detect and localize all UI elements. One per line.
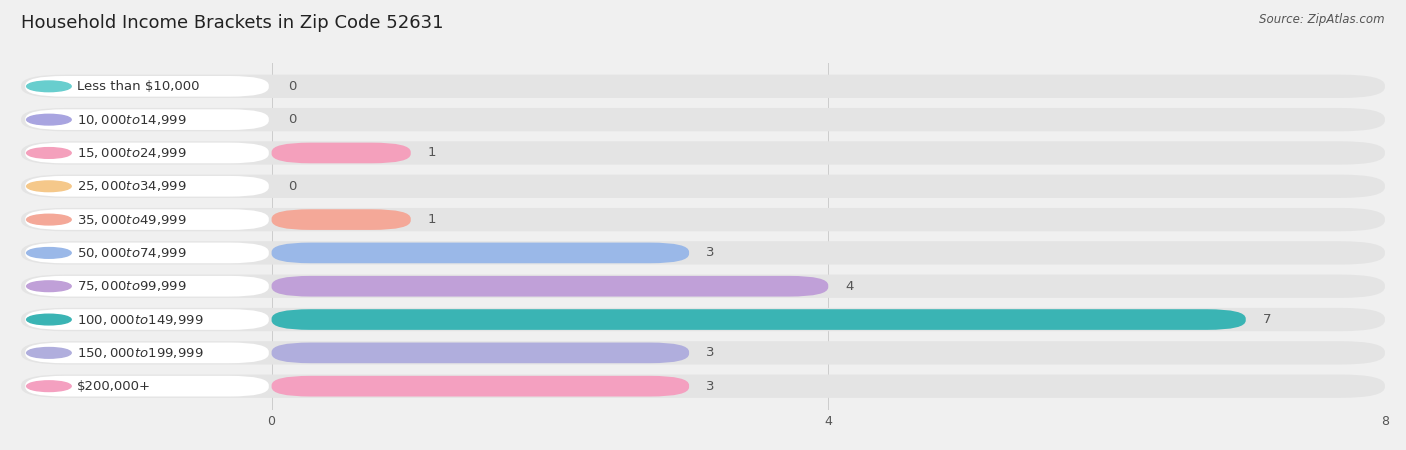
FancyBboxPatch shape — [271, 376, 689, 396]
Text: 7: 7 — [1263, 313, 1271, 326]
Text: 3: 3 — [706, 346, 714, 360]
Text: $50,000 to $74,999: $50,000 to $74,999 — [77, 246, 187, 260]
FancyBboxPatch shape — [271, 143, 411, 163]
Text: 1: 1 — [427, 213, 436, 226]
FancyBboxPatch shape — [25, 176, 269, 197]
FancyBboxPatch shape — [25, 143, 269, 163]
Text: $10,000 to $14,999: $10,000 to $14,999 — [77, 112, 187, 126]
Circle shape — [27, 214, 72, 225]
FancyBboxPatch shape — [271, 309, 1246, 330]
Circle shape — [27, 281, 72, 292]
Circle shape — [27, 181, 72, 192]
FancyBboxPatch shape — [21, 374, 1385, 398]
FancyBboxPatch shape — [21, 108, 1385, 131]
Text: $200,000+: $200,000+ — [77, 380, 150, 393]
Circle shape — [27, 81, 72, 92]
FancyBboxPatch shape — [271, 276, 828, 297]
FancyBboxPatch shape — [21, 208, 1385, 231]
FancyBboxPatch shape — [21, 274, 1385, 298]
Text: Source: ZipAtlas.com: Source: ZipAtlas.com — [1260, 14, 1385, 27]
FancyBboxPatch shape — [21, 341, 1385, 365]
FancyBboxPatch shape — [25, 309, 269, 330]
Text: 3: 3 — [706, 247, 714, 259]
Text: Household Income Brackets in Zip Code 52631: Household Income Brackets in Zip Code 52… — [21, 14, 443, 32]
Text: 3: 3 — [706, 380, 714, 393]
FancyBboxPatch shape — [21, 141, 1385, 165]
Text: Less than $10,000: Less than $10,000 — [77, 80, 200, 93]
FancyBboxPatch shape — [25, 276, 269, 297]
FancyBboxPatch shape — [25, 376, 269, 396]
FancyBboxPatch shape — [21, 241, 1385, 265]
FancyBboxPatch shape — [271, 209, 411, 230]
Circle shape — [27, 347, 72, 358]
FancyBboxPatch shape — [271, 342, 689, 363]
Circle shape — [27, 114, 72, 125]
FancyBboxPatch shape — [25, 342, 269, 363]
FancyBboxPatch shape — [25, 209, 269, 230]
Text: 1: 1 — [427, 146, 436, 159]
Circle shape — [27, 314, 72, 325]
FancyBboxPatch shape — [21, 75, 1385, 98]
Circle shape — [27, 381, 72, 392]
Text: $150,000 to $199,999: $150,000 to $199,999 — [77, 346, 204, 360]
FancyBboxPatch shape — [271, 243, 689, 263]
Text: $15,000 to $24,999: $15,000 to $24,999 — [77, 146, 187, 160]
Text: 4: 4 — [845, 280, 853, 293]
Circle shape — [27, 248, 72, 258]
FancyBboxPatch shape — [21, 308, 1385, 331]
FancyBboxPatch shape — [25, 243, 269, 263]
Text: $35,000 to $49,999: $35,000 to $49,999 — [77, 212, 187, 227]
Text: $75,000 to $99,999: $75,000 to $99,999 — [77, 279, 187, 293]
FancyBboxPatch shape — [25, 76, 269, 97]
Text: $100,000 to $149,999: $100,000 to $149,999 — [77, 313, 204, 327]
Text: 0: 0 — [288, 113, 297, 126]
Text: 0: 0 — [288, 80, 297, 93]
Text: $25,000 to $34,999: $25,000 to $34,999 — [77, 179, 187, 193]
Circle shape — [27, 148, 72, 158]
FancyBboxPatch shape — [21, 175, 1385, 198]
FancyBboxPatch shape — [25, 109, 269, 130]
Text: 0: 0 — [288, 180, 297, 193]
